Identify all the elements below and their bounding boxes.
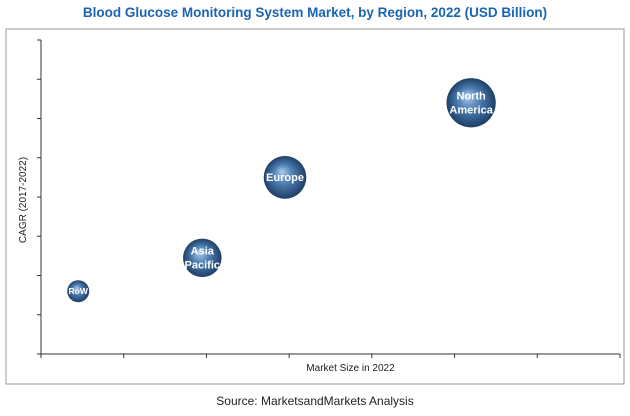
bubble-europe [263, 156, 307, 199]
chart-title: Blood Glucose Monitoring System Market, … [82, 5, 548, 20]
source-note: Source: MarketsandMarkets Analysis [216, 394, 414, 408]
bubble-asia-pacific [183, 238, 222, 278]
bubble-label: North America [449, 91, 493, 117]
bubble-north-america [446, 78, 496, 128]
x-axis-label: Market Size in 2022 [306, 363, 395, 374]
bubble-label: Asia Pacific [185, 246, 220, 272]
bubbles: RoW Asia Pacific Europe North America [67, 78, 496, 303]
bubble-label: Europe [266, 172, 304, 184]
chart-frame [5, 28, 625, 385]
bubble-label: RoW [69, 286, 89, 296]
axes [37, 39, 621, 358]
y-axis-label: CAGR (2017-2022) [18, 157, 29, 243]
bubble-row [67, 280, 90, 303]
